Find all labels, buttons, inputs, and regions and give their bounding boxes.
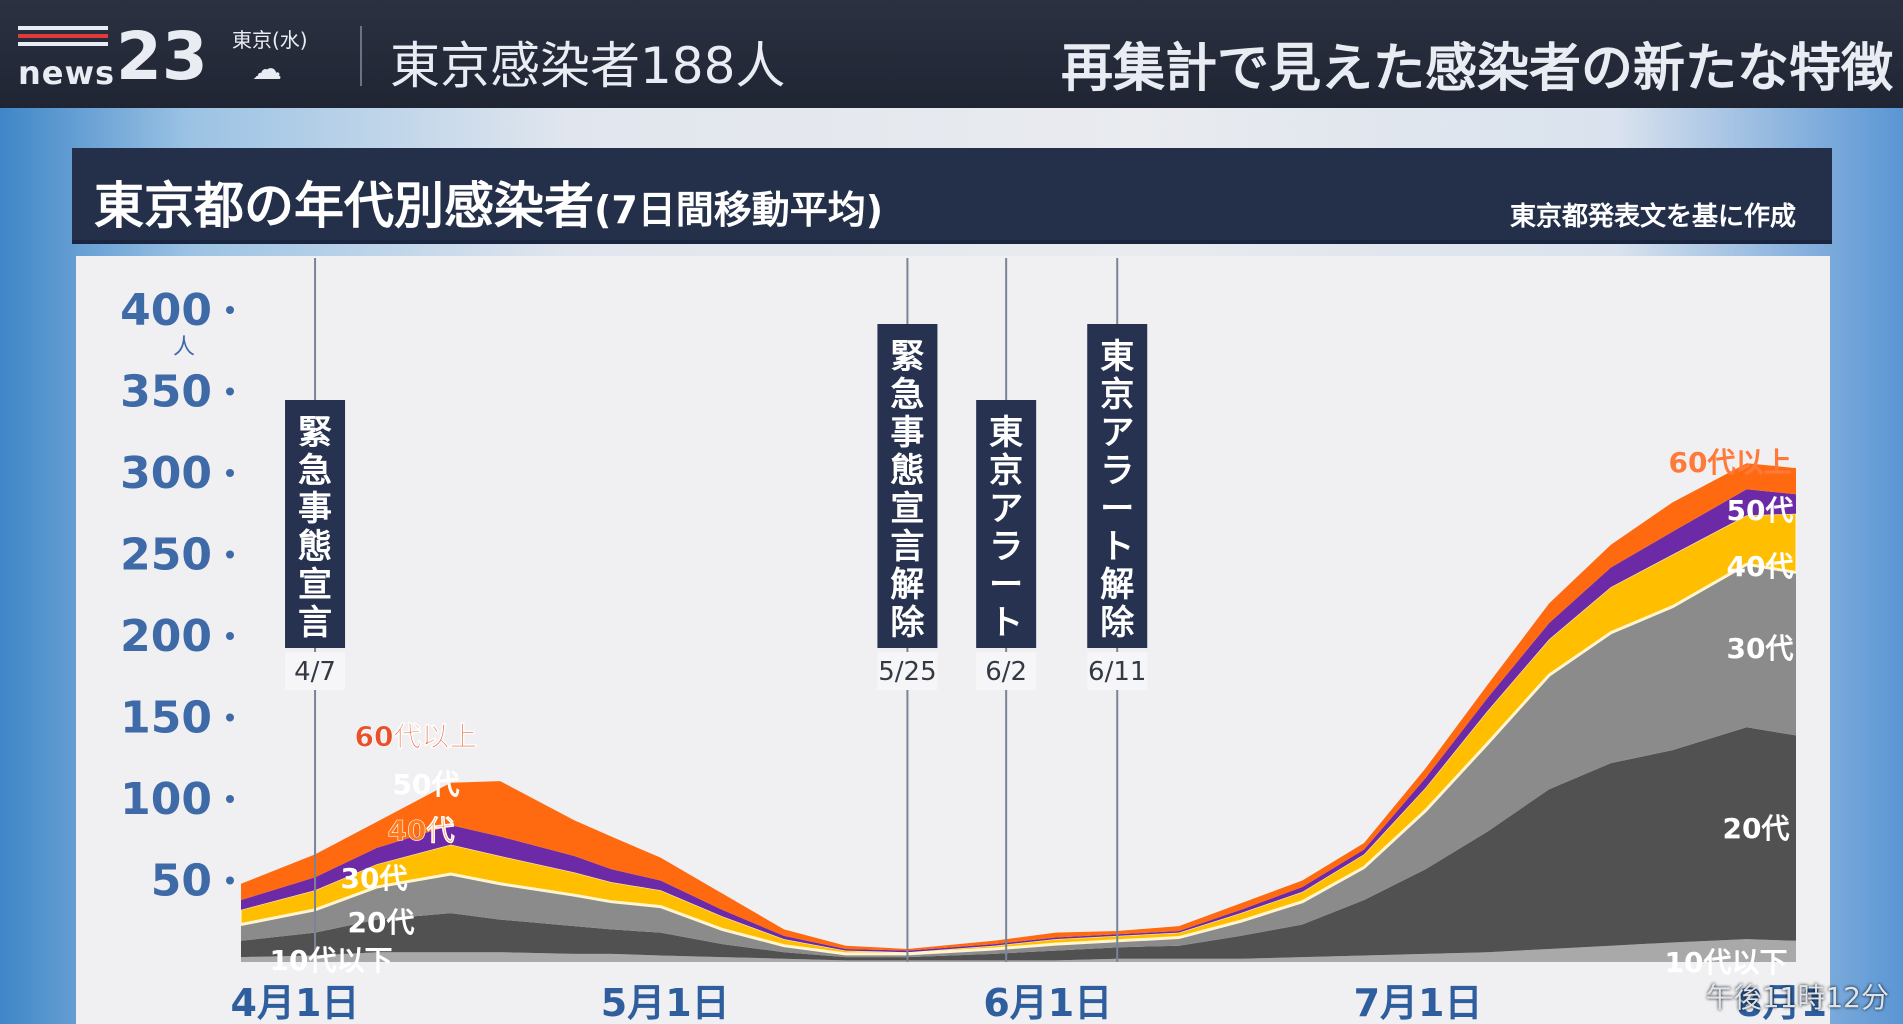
event-date-box-0: [285, 652, 346, 690]
series-30s-top-line: [240, 562, 1797, 956]
logo-number: 23: [116, 18, 208, 95]
y-tick-dot-6: [226, 387, 234, 396]
headline-case-count: 東京感染者188人: [390, 37, 786, 95]
event-label-char-3-4: ー: [1100, 489, 1134, 529]
y-tick-label-4: 250: [120, 530, 212, 581]
event-label-char-3-5: ト: [1100, 527, 1134, 567]
event-label-char-0-2: 事: [298, 489, 332, 529]
plot-panel: 50 100 150 200 250 300 350 400 人 4月1日 5月1日 6月1日 7月1日…: [76, 256, 1830, 1024]
chart-source-note: 東京都発表文を基に作成: [1509, 202, 1796, 232]
event-box-1: [877, 324, 938, 648]
logo-news-text: news: [18, 54, 116, 92]
chart-stage: 東京都の年代別感染者(7日間移動平均) 東京都発表文を基に作成 50 100 150…: [0, 108, 1903, 1024]
event-label-char-1-0: 緊: [890, 337, 924, 377]
weather-widget: 東京(水) ☁: [232, 24, 332, 94]
event-label-char-1-5: 言: [890, 527, 924, 567]
event-date-3: 6/11: [1088, 657, 1146, 687]
y-unit-label: 人: [173, 335, 195, 360]
event-date-box-2: [976, 652, 1037, 690]
event-date-2: 6/2: [985, 657, 1027, 687]
y-tick-dot-4: [226, 550, 234, 559]
event-box-2: [976, 400, 1037, 648]
event-label-char-1-3: 態: [890, 451, 924, 491]
event-label-char-0-3: 態: [298, 527, 332, 567]
event-label-char-0-1: 急: [298, 451, 332, 491]
y-tick-label-2: 150: [120, 693, 212, 744]
event-label-char-1-7: 除: [890, 603, 925, 643]
y-tick-label-0: 50: [151, 856, 212, 907]
series-area-2: [241, 564, 1796, 958]
event-label-char-2-5: ト: [989, 603, 1023, 643]
left-series-label-3: 30代: [341, 862, 408, 895]
cloud-icon: ☁: [252, 52, 282, 87]
right-series-label-5: 10代以下: [1665, 946, 1788, 979]
event-label-char-0-0: 緊: [298, 413, 332, 453]
y-tick-dot-5: [226, 469, 234, 477]
event-label-char-1-1: 急: [890, 375, 924, 415]
y-tick-label-6: 350: [120, 367, 212, 418]
y-tick-dot-1: [226, 795, 234, 803]
news23-logo: news 23: [18, 18, 208, 95]
event-date-box-3: [1087, 652, 1148, 690]
weather-location: 東京(水): [232, 28, 308, 52]
x-tick-label-2: 6月1日: [983, 981, 1112, 1024]
broadcast-header: news 23 東京(水) ☁ 東京感染者188人 再集計で見えた感染者の新たな…: [0, 0, 1903, 108]
event-label-char-3-7: 除: [1100, 603, 1135, 643]
logo-stripes: [18, 26, 108, 52]
event-label-char-3-1: 京: [1100, 375, 1134, 415]
broadcast-timestamp: 午後11時12分: [1705, 981, 1889, 1014]
event-label-char-1-2: 事: [890, 413, 924, 453]
right-series-label-2: 40代: [1727, 550, 1794, 583]
event-label-char-2-1: 京: [989, 451, 1023, 491]
y-tick-dot-2: [226, 713, 234, 722]
event-label-char-3-3: ラ: [1100, 451, 1134, 491]
event-label-char-2-0: 東: [989, 413, 1023, 453]
series-area-1: [241, 727, 1796, 961]
event-label-char-1-6: 解: [890, 565, 924, 605]
event-label-char-2-3: ラ: [989, 527, 1023, 567]
y-tick-label-3: 200: [120, 611, 212, 662]
headline-topic: 再集計で見えた感染者の新たな特徴: [1060, 39, 1893, 99]
chart-title-sub: (7日間移動平均): [594, 188, 884, 232]
x-tick-label-1: 5月1日: [601, 981, 730, 1024]
right-series-label-1: 50代: [1727, 494, 1794, 527]
left-series-label-1: 50代: [393, 768, 460, 801]
left-series-label-4: 20代: [348, 906, 415, 939]
event-label-char-2-2: ア: [989, 489, 1023, 529]
y-tick-dot-0: [226, 876, 234, 885]
x-tick-label-0: 4月1日: [231, 981, 360, 1024]
event-label-char-2-4: ー: [989, 565, 1023, 605]
event-date-0: 4/7: [294, 657, 336, 687]
x-tick-label-4: 8月1日: [1736, 981, 1830, 1024]
y-tick-label-5: 300: [120, 448, 212, 499]
x-tick-label-3: 7月1日: [1354, 981, 1483, 1024]
y-tick-dot-3: [226, 632, 234, 640]
event-box-3: [1087, 324, 1148, 648]
series-area-0: [241, 939, 1796, 962]
event-box-0: [285, 400, 346, 648]
event-date-box-1: [877, 652, 938, 690]
y-tick-label-7: 400: [120, 285, 212, 336]
event-label-char-3-0: 東: [1100, 337, 1134, 377]
header-divider: [360, 26, 362, 86]
y-tick-label-1: 100: [120, 774, 212, 825]
event-label-char-0-4: 宣: [298, 565, 332, 605]
left-series-label-2: 40代: [388, 814, 455, 847]
event-label-char-3-6: 解: [1100, 565, 1134, 605]
right-series-label-4: 20代: [1723, 812, 1790, 845]
right-series-label-3: 30代: [1727, 632, 1794, 665]
left-series-label-5: 10代以下: [270, 944, 393, 977]
left-series-label-0: 60代以上: [355, 720, 478, 753]
right-series-label-0: 60代以上: [1669, 446, 1792, 479]
event-label-char-1-4: 宣: [890, 489, 924, 529]
chart-title: 東京都の年代別感染者(7日間移動平均): [94, 166, 883, 238]
event-date-1: 5/25: [878, 657, 936, 687]
chart-title-main: 東京都の年代別感染者: [94, 177, 594, 235]
y-tick-dot-7: [226, 306, 234, 314]
event-label-char-3-2: ア: [1100, 413, 1134, 453]
chart-title-bar: 東京都の年代別感染者(7日間移動平均) 東京都発表文を基に作成: [72, 148, 1832, 244]
event-label-char-0-5: 言: [298, 603, 332, 643]
